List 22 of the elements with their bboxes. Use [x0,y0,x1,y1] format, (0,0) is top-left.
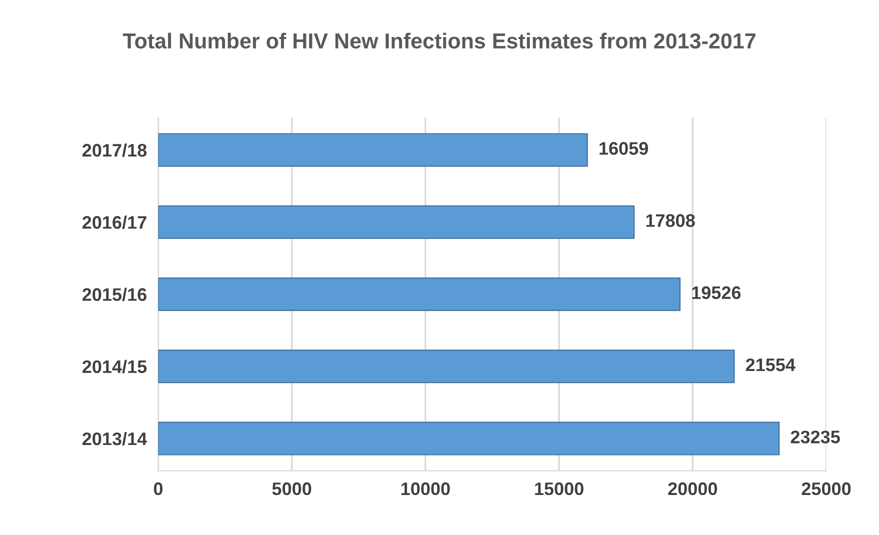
y-tick-label: 2016/17 [82,216,146,230]
data-label: 23235 [790,430,840,444]
y-tick-label: 2015/16 [82,288,146,302]
x-tick-label: 5000 [272,482,312,496]
data-label: 17808 [646,214,695,227]
x-tick-label: 15000 [535,482,584,496]
x-tick-label: 20000 [668,482,718,496]
y-tick-label: 2013/14 [82,432,148,446]
chart-title: Total Number of HIV New Infections Estimates from 2013-2017 [122,32,756,49]
y-tick-label: 2017/18 [82,143,147,157]
bar [158,422,780,456]
data-label: 16059 [600,142,648,155]
x-tick-label: 0 [154,482,162,496]
y-tick-label: 2014/15 [82,360,147,374]
bar [158,205,635,239]
bar [158,133,588,167]
bar [158,277,681,312]
bar [158,350,735,384]
data-label: 19526 [692,286,741,300]
x-tick-label: 25000 [802,482,851,496]
x-tick-label: 10000 [401,482,450,496]
data-label: 21554 [746,358,796,372]
